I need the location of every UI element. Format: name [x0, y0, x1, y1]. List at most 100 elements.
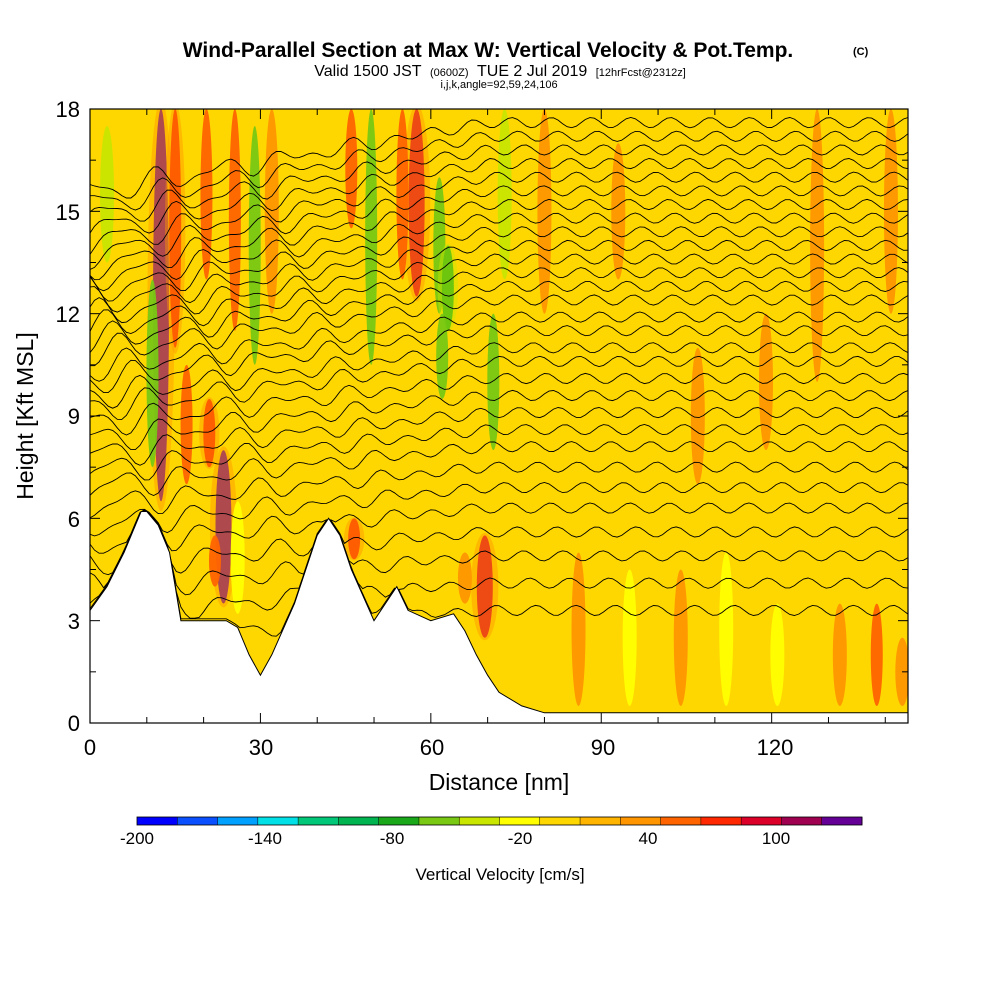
- colorbar-swatch: [338, 817, 380, 825]
- velocity-cell: [571, 552, 586, 706]
- colorbar-swatch: [298, 817, 339, 825]
- velocity-cell: [487, 313, 500, 451]
- chart-title-mark: (C): [853, 46, 869, 58]
- valid-time: Valid 1500 JST: [314, 63, 422, 80]
- theta-contour-line: [90, 509, 908, 576]
- theta-contour-line: [90, 198, 908, 281]
- colorbar-swatch: [660, 817, 702, 825]
- grid-info: i,j,k,angle=92,59,24,106: [440, 79, 557, 91]
- colorbar-swatch: [700, 817, 742, 825]
- theta-contour-line: [90, 294, 908, 367]
- theta-contour-line: [90, 253, 908, 324]
- colorbar-label: 100: [762, 829, 790, 848]
- theta-contour-line: [90, 511, 908, 637]
- velocity-cell-halo: [343, 517, 365, 561]
- x-tick-label: 30: [249, 735, 273, 760]
- terrain: [90, 511, 908, 723]
- colorbar-swatch: [418, 817, 460, 825]
- y-tick-label: 18: [56, 97, 80, 122]
- x-tick-label: 0: [84, 735, 96, 760]
- velocity-cell: [457, 552, 472, 604]
- colorbar-labels: -200 -140 -80 -20 40 100: [120, 829, 790, 848]
- velocity-cell-halo: [437, 243, 459, 333]
- colorbar-swatch: [459, 817, 500, 825]
- velocity-cell: [832, 603, 847, 706]
- theta-contour-line: [90, 130, 908, 211]
- colorbar-title: Vertical Velocity [cm/s]: [415, 865, 584, 884]
- theta-contour-line: [90, 510, 908, 596]
- chart-subtitle: Valid 1500 JST (0600Z) TUE 2 Jul 2019 [1…: [314, 63, 686, 80]
- theta-contour-line: [90, 355, 908, 420]
- valid-date: TUE 2 Jul 2019: [477, 63, 587, 80]
- y-tick-label: 6: [68, 507, 80, 532]
- theta-contour-line: [90, 239, 908, 313]
- velocity-cell: [203, 398, 216, 468]
- y-tick-label: 9: [68, 404, 80, 429]
- theta-contour-line: [90, 226, 908, 302]
- x-tick-label: 60: [420, 735, 444, 760]
- y-tick-label: 12: [56, 302, 80, 327]
- x-tick-labels: 0 30 60 90 120: [84, 735, 793, 760]
- theta-contour-line: [90, 158, 908, 234]
- theta-contour-line: [90, 502, 908, 554]
- forecast-info: [12hrFcst@2312z]: [596, 67, 686, 79]
- colorbar-label: -20: [508, 829, 533, 848]
- axis-ticks: [89, 108, 908, 724]
- theta-contour-line: [90, 311, 908, 382]
- y-tick-label: 3: [68, 609, 80, 634]
- colorbar-swatch: [257, 817, 299, 825]
- velocity-cell-halo: [403, 109, 431, 302]
- y-tick-label: 15: [56, 200, 80, 225]
- velocity-cell: [208, 535, 221, 587]
- velocity-cell: [396, 109, 409, 280]
- colorbar-swatch: [499, 817, 541, 825]
- velocity-cell: [365, 109, 378, 365]
- x-tick-label: 120: [757, 735, 794, 760]
- colorbar-swatch: [217, 817, 259, 825]
- utc-time: (0600Z): [430, 67, 469, 79]
- theta-contour-line: [90, 372, 908, 436]
- velocity-cell: [537, 109, 552, 314]
- velocity-cell-halo: [471, 532, 499, 641]
- theta-contour-line: [90, 144, 908, 222]
- colorbar-swatch: [821, 817, 863, 825]
- colorbar-swatch: [137, 817, 178, 825]
- velocity-cell: [719, 552, 734, 706]
- velocity-cell: [870, 603, 883, 706]
- velocity-cell: [758, 313, 773, 451]
- colorbar-swatch: [378, 817, 420, 825]
- colorbar-label: -80: [380, 829, 405, 848]
- velocity-cell: [895, 637, 908, 706]
- colorbar-swatch: [781, 817, 823, 825]
- theta-contour-line: [90, 461, 908, 519]
- velocity-cell: [348, 518, 361, 560]
- theta-contour-line: [90, 389, 908, 451]
- theta-contour-line: [90, 267, 908, 334]
- velocity-cell: [476, 535, 493, 638]
- chart-title: Wind-Parallel Section at Max W: Vertical…: [183, 39, 794, 62]
- theta-contour-line: [90, 482, 908, 537]
- theta-contour-line: [90, 280, 908, 353]
- theta-contour-line: [90, 441, 908, 496]
- y-tick-labels: 0 3 6 9 12 15 18: [56, 97, 80, 736]
- theta-contour-line: [90, 342, 908, 409]
- velocity-cell: [673, 569, 688, 706]
- theta-contour-line: [90, 407, 908, 466]
- velocity-cell: [146, 279, 159, 468]
- velocity-cell: [883, 109, 898, 314]
- theta-contour-line: [90, 424, 908, 481]
- y-tick-label: 0: [68, 711, 80, 736]
- velocity-cell: [622, 569, 637, 706]
- theta-contour-line: [90, 185, 908, 270]
- theta-contour-line: [90, 171, 908, 255]
- x-tick-label: 90: [591, 735, 615, 760]
- velocity-cell: [180, 364, 193, 485]
- colorbar: [136, 816, 863, 826]
- x-axis-label: Distance [nm]: [429, 769, 570, 795]
- velocity-cell: [611, 143, 626, 280]
- colorbar-swatch: [539, 817, 581, 825]
- velocity-cell: [230, 501, 245, 614]
- velocity-cell: [690, 347, 705, 485]
- colorbar-label: -140: [248, 829, 282, 848]
